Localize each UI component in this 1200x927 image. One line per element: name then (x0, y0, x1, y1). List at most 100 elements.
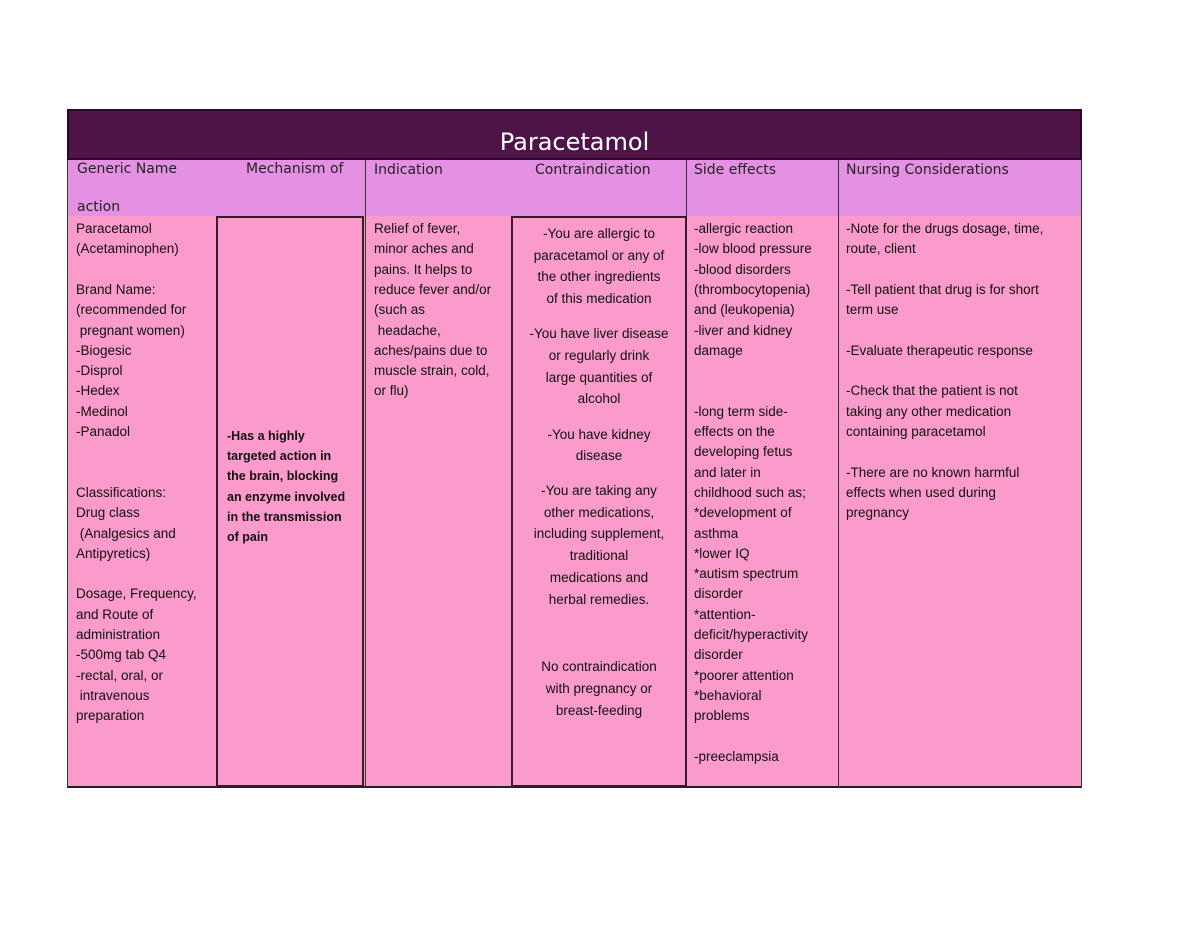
cell-border (216, 216, 364, 787)
cell-line: containing paracetamol (846, 424, 986, 439)
header-row (67, 160, 1082, 216)
cell-line: and (leukopenia) (694, 302, 795, 318)
cell-line: -Evaluate therapeutic response (846, 342, 1033, 358)
column-border (1081, 160, 1082, 788)
cell-line: asthma (694, 525, 739, 541)
cell-line: -Check that the patient is not (846, 383, 1018, 399)
cell-line: -liver and kidney (694, 322, 793, 338)
cell-line: headache, (374, 322, 441, 338)
cell-line: -Panadol (76, 424, 131, 439)
cell-line: route, client (846, 241, 916, 257)
cell-line: -Disprol (76, 363, 123, 379)
cell-line: Dosage, Frequency, (76, 586, 197, 602)
cell-line: -Hedex (76, 383, 120, 399)
cell-line: pregnant women) (76, 322, 185, 338)
header-cell: Nursing Considerations (846, 162, 1009, 178)
cell-line: administration (76, 627, 161, 642)
cell-line: -You have kidney (547, 426, 651, 442)
cell-line: -You have liver disease (529, 326, 669, 342)
cell-line: -Tell patient that drug is for short (846, 281, 1039, 297)
cell-line: the other ingredients (537, 269, 661, 285)
cell-line: Antipyretics) (76, 545, 151, 561)
header-cell: action (77, 199, 121, 215)
cell-line: (such as (374, 302, 426, 318)
cell-line: of this medication (546, 291, 652, 307)
cell-line: of pain (227, 530, 268, 544)
cell-line: term use (846, 302, 899, 318)
cell-line: paracetamol or any of (533, 247, 665, 263)
header-cell: Generic Name (77, 161, 178, 177)
cell-line: -You are taking any (541, 483, 657, 498)
cell-line: -preeclampsia (694, 748, 779, 764)
cell-line: reduce fever and/or (374, 281, 492, 297)
header-cell: Mechanism of (246, 161, 344, 177)
cell-line: with pregnancy or (545, 680, 653, 696)
cell-line: disorder (694, 586, 743, 602)
cell-line: damage (694, 342, 743, 358)
cell-line: -Medinol (76, 403, 128, 419)
cell-line: -low blood pressure (694, 241, 812, 257)
header-cell: Side effects (694, 162, 777, 178)
cell-line: large quantities of (545, 369, 653, 385)
column-border (838, 160, 839, 788)
cell-line: -Note for the drugs dosage, time, (846, 221, 1044, 236)
cell-line: breast-feeding (555, 702, 643, 718)
cell-line: (recommended for (76, 302, 187, 318)
cell-line: an enzyme involved (227, 489, 346, 504)
cell-line: pregnancy (846, 505, 910, 521)
cell-line: No contraindication (541, 659, 657, 675)
cell-line: (thrombocytopenia) (694, 281, 811, 297)
cell-line: -blood disorders (694, 261, 791, 277)
cell-line: (Acetaminophen) (76, 241, 179, 257)
cell-line: taking any other medication (846, 403, 1012, 419)
table-title: Paracetamol (499, 128, 650, 156)
cell-line: effects on the (694, 424, 775, 439)
cell-line: pains. It helps to (374, 261, 473, 277)
cell-line: Paracetamol (76, 221, 152, 236)
cell-line: (Analgesics and (76, 525, 176, 541)
cell-line: problems (694, 708, 750, 724)
cell-border (511, 216, 687, 787)
cell-line: *attention- (694, 606, 756, 622)
header-cell: Indication (374, 162, 443, 178)
cell-line: or regularly drink (548, 348, 650, 363)
cell-line: Drug class (76, 505, 140, 521)
cell-line: childhood such as; (694, 484, 806, 500)
cell-line: and Route of (76, 606, 154, 622)
cell-line: intravenous (76, 687, 150, 703)
title-row (67, 109, 1082, 160)
cell-line: *poorer attention (694, 667, 794, 683)
cell-line: *lower IQ (694, 545, 750, 561)
cell-line: including supplement, (533, 526, 665, 542)
cell-line: herbal remedies. (548, 591, 650, 607)
cell-line: -Has a highly (227, 429, 305, 443)
cell-line: targeted action in (227, 449, 332, 464)
cell-line: -500mg tab Q4 (76, 647, 167, 663)
cell-line: *autism spectrum (694, 566, 799, 582)
column-border (67, 160, 68, 788)
cell-line: in the transmission (227, 509, 342, 524)
cell-line: -rectal, oral, or (76, 667, 164, 683)
body-row (67, 216, 1082, 788)
cell-line: or flu) (374, 383, 409, 399)
cell-line: Brand Name: (76, 281, 156, 297)
cell-line: Classifications: (76, 484, 167, 500)
cell-line: -Biogesic (76, 342, 132, 358)
cell-line: medications and (549, 569, 649, 585)
cell-line: disorder (694, 647, 743, 663)
cell-line: -There are no known harmful (846, 464, 1020, 480)
column-border (365, 160, 366, 788)
cell-line: minor aches and (374, 241, 474, 257)
cell-line: muscle strain, cold, (374, 363, 490, 379)
cell-line: alcohol (577, 391, 621, 407)
cell-line: -allergic reaction (694, 221, 794, 236)
cell-line: the brain, blocking (227, 469, 339, 484)
cell-line: -You are allergic to (542, 226, 656, 241)
cell-line: preparation (76, 708, 145, 724)
cell-line: disease (575, 448, 623, 464)
cell-line: developing fetus (694, 444, 793, 460)
cell-line: effects when used during (846, 484, 996, 500)
cell-line: aches/pains due to (374, 342, 488, 358)
cell-line: -long term side- (694, 403, 788, 419)
